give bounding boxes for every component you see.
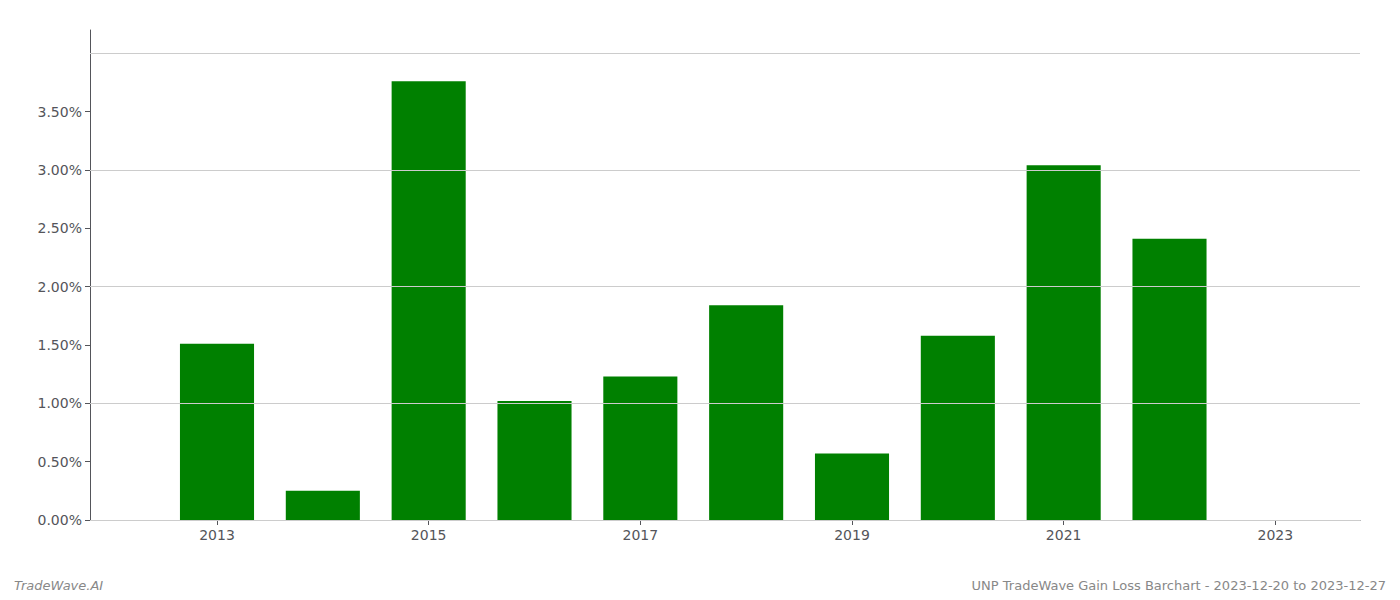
svg-text:3.50%: 3.50% xyxy=(38,104,82,120)
svg-text:1.50%: 1.50% xyxy=(38,337,82,353)
svg-text:2021: 2021 xyxy=(1046,527,1082,543)
svg-text:2013: 2013 xyxy=(199,527,235,543)
svg-text:2.00%: 2.00% xyxy=(38,279,82,295)
svg-text:TradeWave.AI: TradeWave.AI xyxy=(14,578,103,593)
svg-text:2019: 2019 xyxy=(834,527,870,543)
svg-text:3.00%: 3.00% xyxy=(38,162,82,178)
svg-text:2023: 2023 xyxy=(1258,527,1294,543)
svg-text:0.00%: 0.00% xyxy=(38,512,82,528)
svg-text:UNP TradeWave Gain Loss Barcha: UNP TradeWave Gain Loss Barchart - 2023-… xyxy=(972,578,1386,593)
svg-text:2017: 2017 xyxy=(623,527,659,543)
svg-text:2.50%: 2.50% xyxy=(38,220,82,236)
svg-text:1.00%: 1.00% xyxy=(38,395,82,411)
svg-text:0.50%: 0.50% xyxy=(38,454,82,470)
svg-text:2015: 2015 xyxy=(411,527,447,543)
